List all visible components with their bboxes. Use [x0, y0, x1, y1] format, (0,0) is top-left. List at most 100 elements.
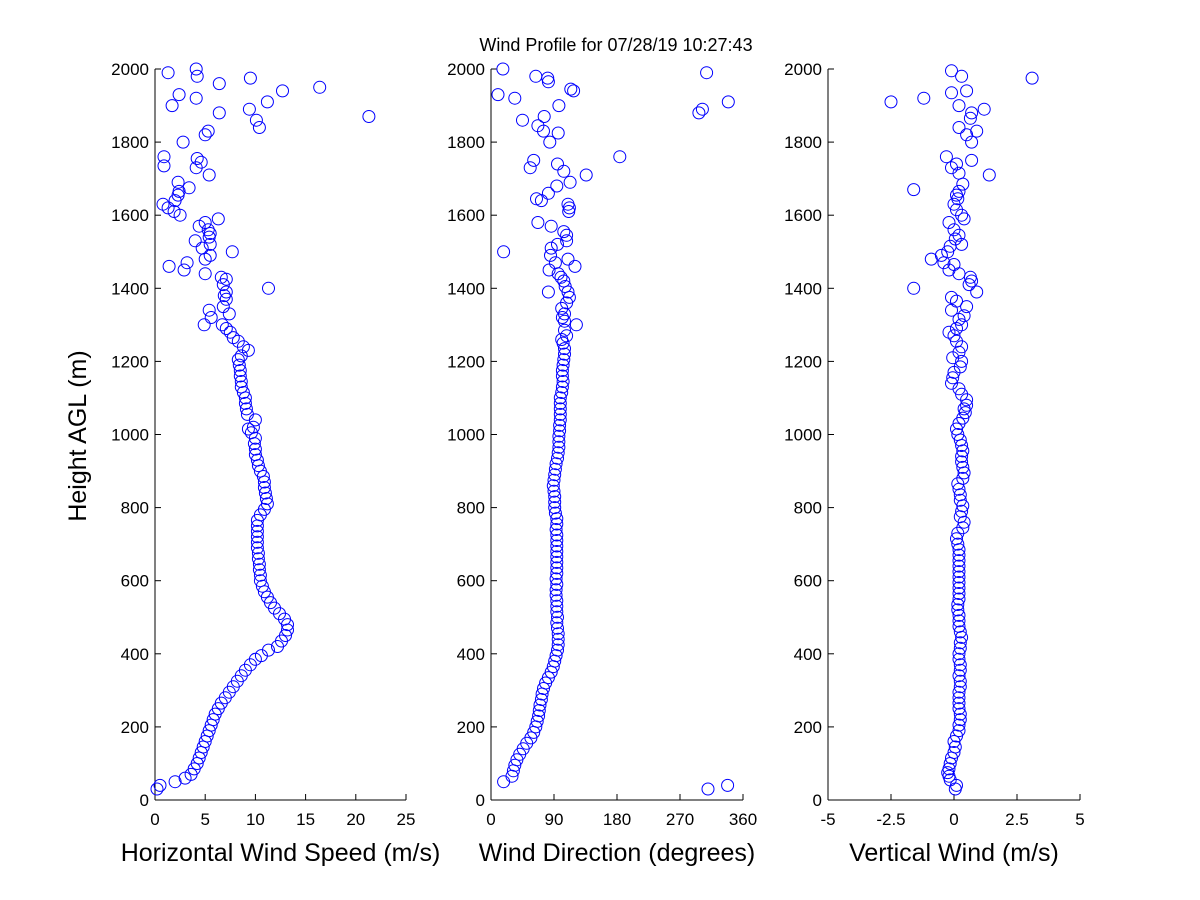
data-point — [560, 329, 574, 343]
data-point — [242, 102, 256, 116]
data-point — [531, 119, 545, 133]
data-point — [551, 126, 565, 140]
data-point — [947, 223, 961, 237]
data-point — [240, 407, 254, 421]
data-point — [952, 587, 966, 600]
data-point — [549, 523, 563, 536]
data-point — [168, 775, 182, 789]
x-tick-label: 0 — [150, 810, 159, 829]
data-point — [939, 150, 953, 164]
data-point — [564, 82, 578, 96]
data-point — [251, 552, 265, 566]
data-point — [701, 782, 715, 796]
data-point — [239, 402, 253, 416]
data-point — [156, 197, 170, 211]
data-point — [960, 84, 974, 98]
y-tick-label: 0 — [813, 791, 822, 810]
data-point — [560, 228, 574, 242]
data-point — [953, 713, 967, 727]
data-point — [496, 62, 510, 76]
data-point — [232, 358, 246, 372]
data-point — [952, 570, 966, 584]
data-point — [953, 493, 967, 507]
y-tick-label: 1400 — [447, 279, 485, 298]
y-tick-label: 800 — [121, 499, 149, 518]
data-point — [549, 583, 563, 597]
data-point — [552, 435, 566, 449]
data-point — [551, 621, 564, 635]
data-point — [201, 223, 215, 237]
data-point — [568, 259, 582, 273]
x-tick-label: 270 — [666, 810, 694, 829]
data-point — [550, 594, 564, 608]
data-point — [231, 334, 245, 348]
data-point — [558, 280, 572, 293]
data-point — [188, 234, 202, 248]
data-point — [956, 471, 970, 485]
data-point — [252, 557, 266, 571]
y-tick-label: 400 — [794, 645, 822, 664]
x-tick-label: 25 — [397, 810, 416, 829]
data-point — [508, 758, 522, 772]
data-point — [150, 782, 164, 796]
data-point — [544, 219, 558, 233]
data-point — [948, 740, 962, 754]
data-point — [172, 88, 186, 102]
data-point — [547, 473, 561, 487]
data-point — [198, 128, 212, 142]
x-tick-label: 0 — [949, 810, 958, 829]
data-point — [557, 225, 571, 239]
data-point — [548, 462, 562, 476]
x-tick-label: 180 — [603, 810, 631, 829]
data-point — [203, 237, 217, 251]
data-point — [692, 106, 706, 120]
data-point — [951, 603, 965, 617]
data-point — [953, 658, 967, 672]
data-point — [533, 698, 547, 712]
y-tick-label: 0 — [140, 791, 149, 810]
data-point — [613, 150, 627, 164]
data-point — [934, 248, 948, 262]
data-point — [532, 709, 546, 723]
data-point — [534, 693, 548, 706]
data-point — [962, 278, 976, 292]
data-point — [553, 402, 567, 416]
data-point — [947, 746, 961, 759]
panel-wind-direction: 0 200 400 600 800 1000 1200 1400 1600 1800 2000 0 90… — [447, 60, 757, 867]
data-point — [244, 426, 258, 440]
data-point — [553, 418, 567, 432]
data-point — [965, 153, 979, 167]
data-point — [195, 241, 209, 255]
y-tick-label: 1000 — [784, 426, 822, 445]
y-tick-label: 200 — [121, 718, 149, 737]
data-point — [947, 258, 961, 271]
data-point — [236, 386, 250, 399]
data-point — [561, 252, 575, 266]
y-tick-label: 800 — [457, 499, 485, 518]
data-point — [541, 186, 555, 200]
y-tick-label: 1200 — [111, 352, 149, 371]
data-point — [204, 311, 218, 324]
data-point — [551, 638, 565, 652]
data-point — [212, 106, 226, 120]
data-point — [946, 371, 960, 385]
data-point — [952, 619, 966, 633]
data-point — [241, 422, 255, 436]
data-point — [362, 110, 376, 123]
y-tick-label: 2000 — [447, 60, 485, 79]
data-point — [952, 121, 966, 134]
data-point — [550, 179, 564, 193]
y-tick-label: 1800 — [447, 133, 485, 152]
data-point — [555, 364, 569, 377]
y-tick-label: 1200 — [447, 352, 485, 371]
data-point — [177, 263, 191, 277]
data-point — [198, 216, 212, 229]
data-point — [917, 91, 931, 105]
data-point — [955, 354, 969, 368]
x-axis-label: Vertical Wind (m/s) — [849, 839, 1059, 867]
y-tick-label: 1800 — [784, 133, 822, 152]
data-point — [884, 95, 898, 109]
data-point — [952, 576, 966, 589]
data-point — [165, 99, 179, 113]
y-tick-label: 1000 — [111, 426, 149, 445]
